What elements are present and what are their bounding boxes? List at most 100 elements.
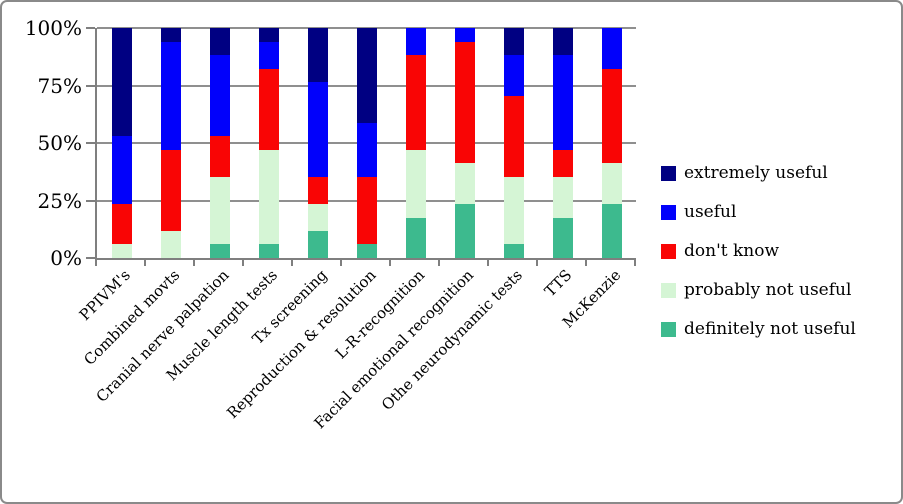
bar-segment — [405, 55, 426, 150]
bar-segment — [307, 82, 328, 177]
bar-11 — [601, 28, 622, 258]
x-tick-mark — [438, 260, 440, 266]
bar-segment — [601, 68, 622, 164]
bar-segment — [552, 28, 573, 56]
bar-segment — [209, 244, 230, 258]
bar-segment — [601, 28, 622, 69]
x-tick-mark — [242, 260, 244, 266]
legend-label: definitely not useful — [684, 319, 856, 339]
y-tick-mark — [86, 142, 95, 144]
legend-swatch — [661, 243, 676, 259]
bar-segment — [258, 244, 279, 258]
gridline — [97, 27, 636, 29]
y-tick-mark — [86, 199, 95, 202]
bar-segment — [258, 41, 279, 69]
bar-segment — [209, 55, 230, 137]
legend-item: probably not useful — [661, 281, 856, 299]
y-axis-tick-label: 100% — [24, 16, 82, 40]
bar-segment — [356, 28, 377, 123]
bar-segment — [160, 230, 181, 258]
bar-1 — [111, 28, 132, 258]
y-axis-tick-label: 50% — [37, 131, 82, 155]
bar-segment — [209, 136, 230, 177]
bar-4 — [258, 28, 279, 258]
legend-label: extremely useful — [684, 163, 828, 183]
x-tick-mark — [95, 260, 97, 266]
bar-segment — [356, 176, 377, 245]
bar-segment — [454, 41, 475, 164]
bar-segment — [405, 28, 426, 56]
x-tick-mark — [340, 260, 342, 266]
x-tick-mark — [144, 260, 146, 266]
bar-7 — [405, 28, 426, 258]
legend: extremely useful useful don't know probably… — [661, 164, 856, 359]
bar-9 — [503, 28, 524, 258]
x-tick-mark — [487, 260, 489, 266]
bar-segment — [503, 176, 524, 245]
bar-segment — [307, 176, 328, 204]
bar-segment — [356, 244, 377, 258]
bar-segment — [160, 28, 181, 42]
legend-swatch — [661, 204, 676, 220]
bar-segment — [160, 41, 181, 150]
y-axis-tick-label: 0% — [50, 246, 82, 270]
bar-segment — [209, 28, 230, 56]
bar-segment — [405, 217, 426, 258]
bar-segment — [307, 230, 328, 258]
bar-segment — [552, 177, 573, 218]
bar-segment — [258, 28, 279, 42]
y-axis-tick-label: 25% — [37, 188, 82, 213]
bar-segment — [454, 203, 475, 258]
x-tick-mark — [291, 260, 293, 266]
bar-segment — [258, 149, 279, 245]
bar-2 — [160, 28, 181, 258]
plot-area — [95, 27, 636, 260]
legend-swatch — [661, 282, 676, 298]
bar-10 — [552, 28, 573, 258]
legend-swatch — [661, 165, 676, 181]
bar-segment — [454, 163, 475, 204]
bar-segment — [552, 217, 573, 258]
bar-segment — [552, 149, 573, 178]
bar-segment — [307, 28, 328, 82]
bar-segment — [258, 68, 279, 150]
bar-segment — [503, 28, 524, 56]
bar-segment — [111, 136, 132, 204]
bar-6 — [356, 28, 377, 258]
bar-segment — [111, 28, 132, 137]
bar-segment — [552, 55, 573, 150]
legend-label: useful — [684, 202, 737, 222]
bar-segment — [111, 203, 132, 245]
x-axis-category-label: L-R-recognition — [331, 266, 429, 363]
bar-segment — [209, 176, 230, 245]
x-axis-category-label: TTS — [540, 266, 576, 301]
legend-item: useful — [661, 203, 856, 221]
bar-segment — [503, 95, 524, 177]
bar-segment — [454, 28, 475, 42]
y-axis-tick-label: 75% — [37, 73, 82, 98]
y-tick-mark — [86, 257, 95, 259]
bar-segment — [503, 244, 524, 258]
legend-item: extremely useful — [661, 164, 856, 182]
bar-8 — [454, 28, 475, 258]
bar-segment — [160, 149, 181, 231]
y-tick-mark — [86, 27, 95, 29]
bar-segment — [356, 122, 377, 177]
x-tick-mark — [389, 260, 391, 266]
bar-segment — [111, 244, 132, 258]
bar-segment — [601, 163, 622, 204]
bar-5 — [307, 28, 328, 258]
bar-segment — [503, 55, 524, 96]
bar-segment — [405, 149, 426, 218]
legend-swatch — [661, 321, 676, 337]
legend-label: probably not useful — [684, 280, 852, 300]
bar-segment — [307, 203, 328, 231]
legend-label: don't know — [684, 241, 780, 261]
bar-segment — [601, 203, 622, 258]
legend-item: don't know — [661, 242, 856, 260]
y-tick-mark — [86, 84, 95, 87]
x-tick-mark — [634, 260, 636, 266]
bar-3 — [209, 28, 230, 258]
x-tick-mark — [193, 260, 195, 266]
